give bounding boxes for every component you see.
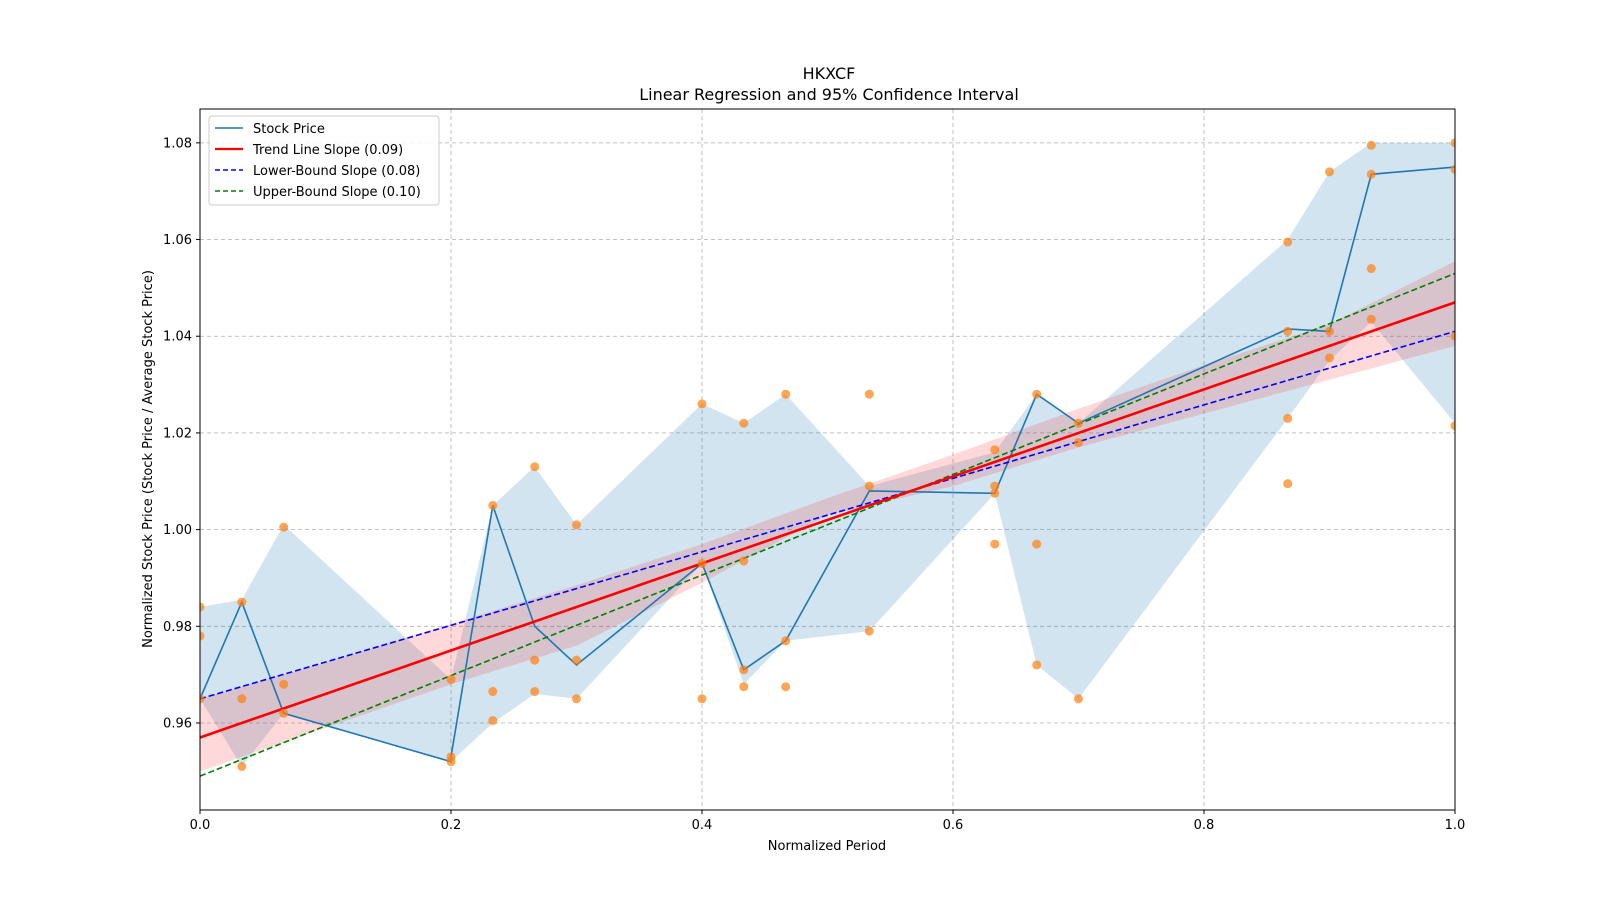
scatter-point	[1366, 314, 1376, 324]
trend-line	[200, 301, 1455, 739]
upper-bound-line	[200, 272, 1455, 777]
scatter-point	[488, 500, 498, 510]
scatter-point	[990, 445, 1000, 455]
plot-area	[200, 138, 1455, 777]
scatter-point	[488, 716, 498, 726]
scatter-point	[697, 694, 707, 704]
scatter-point	[237, 597, 247, 607]
x-axis-ticks: 0.0 0.2 0.4 0.6 0.8 1.0	[190, 810, 1466, 833]
scatter-point	[1032, 539, 1042, 549]
x-tick-label: 0.4	[692, 818, 713, 833]
scatter-point	[1032, 389, 1042, 399]
y-tick-label: 1.06	[163, 233, 192, 248]
scatter-point	[1074, 438, 1083, 448]
scatter-point	[781, 389, 791, 399]
scatter-point	[739, 418, 749, 428]
scatter-point	[237, 694, 247, 704]
scatter-point	[697, 399, 707, 409]
scatter-point	[279, 679, 289, 689]
scatter-point	[990, 488, 1000, 498]
scatter-point	[990, 539, 1000, 549]
x-tick-label: 0.0	[190, 818, 211, 833]
legend: Stock Price Trend Line Slope (0.09) Lower-…	[208, 115, 440, 206]
scatter-point	[1366, 140, 1376, 150]
scatter-point	[1325, 167, 1334, 177]
scatter-point	[279, 708, 289, 718]
scatter-point	[1074, 694, 1083, 704]
scatter-point	[1450, 331, 1455, 341]
scatter-point	[530, 655, 540, 665]
y-tick-label: 0.96	[163, 716, 192, 731]
scatter-point	[739, 682, 749, 692]
x-tick-label: 0.8	[1194, 818, 1215, 833]
chart-subtitle: Linear Regression and 95% Confidence Int…	[639, 85, 1019, 104]
x-axis-label: Normalized Period	[768, 839, 886, 854]
y-axis-label: Normalized Stock Price (Stock Price / Av…	[141, 270, 156, 648]
scatter-point	[1283, 237, 1293, 247]
scatter-point	[1366, 264, 1376, 274]
scatter-point	[739, 556, 749, 566]
scatter-point	[488, 687, 498, 697]
legend-label-trend: Trend Line Slope (0.09)	[252, 143, 403, 158]
legend-label-lower: Lower-Bound Slope (0.08)	[253, 164, 420, 179]
y-tick-label: 1.00	[163, 523, 192, 538]
scatter-point	[1283, 413, 1293, 423]
plot-frame	[199, 108, 1456, 811]
scatter-point	[200, 631, 205, 641]
scatter-point	[864, 389, 874, 399]
x-tick-label: 0.2	[441, 818, 462, 833]
scatter-point	[864, 626, 874, 636]
scatter-point	[697, 558, 707, 568]
scatter-point	[237, 761, 247, 771]
scatter-point	[781, 682, 791, 692]
scatter-point	[1450, 138, 1455, 148]
scatter-point	[864, 481, 874, 491]
scatter-point	[781, 636, 791, 646]
legend-label-stock: Stock Price	[253, 122, 325, 137]
legend-box	[208, 115, 440, 206]
scatter-point	[200, 602, 205, 612]
scatter-point	[530, 687, 540, 697]
trend-confidence-band	[200, 261, 1455, 772]
y-tick-label: 1.02	[163, 426, 192, 441]
scatter-point	[1450, 421, 1455, 431]
scatter-point	[1325, 326, 1334, 336]
scatter-point	[1074, 418, 1083, 428]
y-axis-ticks: 0.96 0.98 1.00 1.02 1.04 1.06 1.08	[163, 136, 200, 731]
scatter-point	[200, 694, 205, 704]
scatter-point	[1325, 353, 1334, 363]
x-tick-label: 1.0	[1445, 818, 1466, 833]
stock-price-band	[200, 142, 1455, 767]
scatter-point	[1450, 164, 1455, 174]
scatter-point	[1032, 660, 1042, 670]
legend-label-upper: Upper-Bound Slope (0.10)	[253, 185, 421, 200]
y-tick-label: 1.08	[163, 136, 192, 151]
scatter-point	[279, 522, 289, 532]
chart-title: HKXCF	[803, 64, 856, 83]
scatter-point	[1366, 169, 1376, 179]
x-tick-label: 0.6	[943, 818, 964, 833]
scatter-point	[446, 757, 456, 767]
scatter-point	[990, 481, 1000, 491]
scatter-point	[1283, 326, 1293, 336]
scatter-point	[1283, 479, 1293, 489]
scatter-point	[572, 655, 581, 665]
scatter-point	[572, 694, 581, 704]
y-tick-label: 0.98	[163, 620, 192, 635]
y-tick-label: 1.04	[163, 330, 192, 345]
scatter-point	[739, 665, 749, 675]
lower-bound-line	[200, 330, 1455, 700]
scatter-point	[530, 462, 540, 472]
scatter-point	[446, 674, 456, 684]
scatter-point	[572, 520, 581, 530]
